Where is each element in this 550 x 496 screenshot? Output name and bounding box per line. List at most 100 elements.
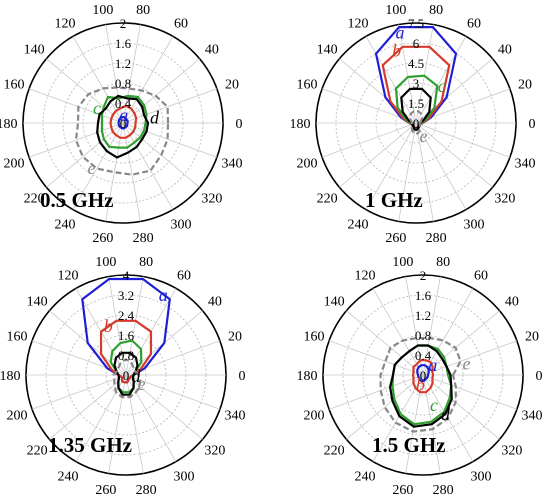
angle-tick-label: 340: [222, 157, 243, 172]
radial-tick-label: 4.5: [408, 56, 424, 71]
angle-tick-label: 340: [522, 409, 543, 424]
angular-grid-line: [365, 122, 417, 210]
angle-tick-label: 40: [205, 42, 219, 57]
angle-tick-label: 280: [426, 231, 447, 246]
angular-grid-line: [122, 122, 141, 222]
angle-tick-label: 20: [518, 77, 532, 92]
angle-tick-label: 220: [24, 192, 45, 207]
angle-tick-label: 140: [324, 294, 345, 309]
angular-grid-line: [415, 122, 511, 158]
angle-tick-label: 220: [317, 192, 338, 207]
radial-tick-label: 1.2: [115, 56, 131, 71]
angular-grid-line: [372, 288, 424, 376]
angle-tick-label: 80: [136, 3, 150, 18]
angle-tick-label: 60: [177, 269, 191, 284]
angle-tick-label: 20: [525, 329, 539, 344]
angular-grid-line: [346, 310, 424, 376]
angle-tick-label: 180: [0, 369, 21, 384]
angle-tick-label: 160: [296, 77, 317, 92]
angular-grid-line: [72, 122, 124, 210]
curve-label-a: a: [396, 22, 405, 42]
angle-tick-label: 260: [392, 483, 413, 496]
angle-tick-label: 180: [0, 117, 18, 132]
angle-tick-label: 320: [204, 444, 225, 459]
angle-tick-label: 300: [174, 469, 195, 484]
curve-label-a: a: [428, 355, 437, 375]
angular-grid-line: [108, 276, 127, 376]
radial-tick-label: 1.2: [415, 308, 431, 323]
angle-tick-label: 300: [171, 217, 192, 232]
angle-tick-label: 140: [24, 42, 45, 57]
angular-grid-line: [415, 122, 434, 222]
angle-tick-label: 320: [494, 192, 515, 207]
radial-tick-label: 0: [413, 116, 420, 131]
curve-label-e: e: [87, 158, 95, 178]
angle-tick-label: 340: [225, 409, 246, 424]
angle-tick-label: 200: [6, 409, 27, 424]
angular-grid-line: [72, 36, 124, 124]
angular-grid-line: [346, 374, 424, 440]
angle-tick-label: 240: [55, 217, 76, 232]
angle-tick-label: 240: [58, 469, 79, 484]
radial-tick-label: 0.4: [115, 96, 132, 111]
angular-grid-line: [415, 122, 493, 188]
angle-tick-label: 40: [505, 294, 519, 309]
curve-label-a: a: [119, 105, 128, 125]
angle-tick-label: 60: [467, 17, 481, 32]
angle-tick-label: 260: [385, 231, 406, 246]
curve-label-c: c: [93, 98, 101, 118]
angle-tick-label: 320: [201, 192, 222, 207]
frequency-label: 1 GHz: [365, 188, 423, 212]
angular-grid-line: [365, 36, 417, 124]
radial-tick-label: 6: [413, 36, 420, 51]
angle-tick-label: 100: [95, 255, 116, 270]
angular-grid-line: [422, 374, 500, 440]
angle-tick-label: 120: [348, 17, 369, 32]
angular-grid-line: [321, 122, 417, 158]
angle-tick-label: 20: [228, 329, 242, 344]
radial-tick-label: 0.8: [115, 76, 131, 91]
angular-grid-line: [398, 122, 417, 222]
radial-tick-label: 1.6: [118, 328, 135, 343]
angle-tick-label: 40: [208, 294, 222, 309]
angular-grid-line: [49, 374, 127, 440]
frequency-label: 0.5 GHz: [40, 188, 114, 212]
angle-tick-label: 300: [471, 469, 492, 484]
angular-grid-line: [422, 276, 441, 376]
series-curve-e: [379, 337, 462, 433]
radial-tick-label: 2.4: [118, 308, 135, 323]
frequency-label: 1.5 GHz: [372, 433, 446, 457]
frequency-label: 1.35 GHz: [48, 433, 132, 457]
angle-tick-label: 180: [290, 117, 311, 132]
angular-grid-line: [422, 310, 500, 376]
angle-tick-label: 300: [464, 217, 485, 232]
angle-tick-label: 220: [324, 444, 345, 459]
angular-grid-line: [28, 122, 124, 158]
angle-tick-label: 80: [139, 255, 153, 270]
radial-tick-label: 7.5: [408, 16, 424, 31]
angular-grid-line: [75, 374, 127, 462]
angle-tick-label: 200: [3, 157, 24, 172]
radial-tick-label: 3.2: [118, 288, 134, 303]
angular-grid-line: [28, 88, 124, 124]
angular-grid-line: [125, 276, 144, 376]
series-curve-c: [100, 94, 148, 149]
angular-grid-line: [31, 374, 127, 410]
series-curve-e: [74, 86, 170, 176]
angle-tick-label: 280: [136, 483, 157, 496]
curve-label-e: e: [138, 374, 146, 394]
angle-tick-label: 100: [385, 3, 406, 18]
radial-tick-label: 1.5: [408, 96, 424, 111]
angular-grid-line: [372, 374, 424, 462]
angle-tick-label: 240: [348, 217, 369, 232]
radial-tick-label: 1.6: [415, 288, 432, 303]
angular-grid-line: [415, 122, 467, 210]
curve-label-d: d: [441, 404, 451, 424]
radial-tick-label: 0: [123, 368, 130, 383]
angle-tick-label: 80: [436, 255, 450, 270]
series-curve-b: [411, 359, 435, 394]
